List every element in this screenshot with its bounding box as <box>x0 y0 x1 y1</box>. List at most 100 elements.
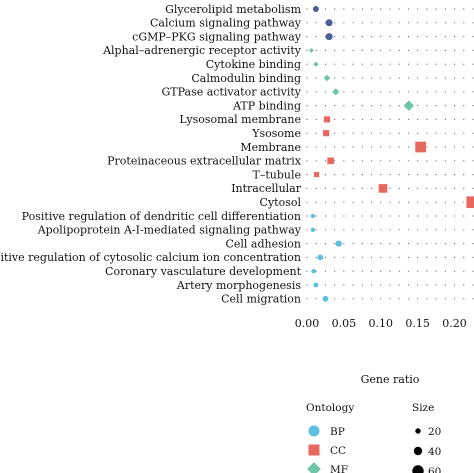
data-point-cc <box>378 184 388 193</box>
grid-dot <box>361 146 363 148</box>
grid-dot <box>407 63 410 65</box>
grid-dot <box>352 187 354 189</box>
grid-dot <box>453 174 456 176</box>
grid-dot <box>435 243 437 245</box>
grid-dot <box>435 36 437 38</box>
grid-dot <box>398 22 400 24</box>
grid-dot <box>389 284 391 286</box>
data-point-bp <box>311 268 316 274</box>
grid-dot <box>389 77 391 79</box>
grid-dot <box>334 146 336 148</box>
grid-dot <box>444 77 446 79</box>
grid-dot <box>324 160 327 162</box>
grid-dot <box>352 298 354 300</box>
grid-dot <box>398 36 400 38</box>
grid-dot <box>315 91 317 93</box>
grid-dot <box>463 298 465 300</box>
grid-dot <box>315 160 317 162</box>
grid-dot <box>306 91 308 93</box>
grid-dot <box>315 49 317 52</box>
grid-dot <box>426 215 428 217</box>
grid-dot <box>343 174 345 176</box>
grid-dot <box>444 284 446 286</box>
grid-dot <box>463 284 465 286</box>
grid-dot <box>370 77 373 79</box>
grid-dot <box>435 298 437 300</box>
grid-dot <box>463 187 465 189</box>
grid-dot <box>370 8 373 10</box>
grid-dot <box>343 8 345 10</box>
grid-dot <box>463 256 465 258</box>
grid-dot <box>380 270 382 272</box>
grid-dot <box>472 63 474 65</box>
grid-dot <box>435 132 437 134</box>
grid-dot <box>389 229 391 231</box>
grid-dot <box>463 174 465 176</box>
size-legend: Size 20 40 60 <box>412 402 441 473</box>
term-label: Glycerolipid metabolism <box>165 3 301 16</box>
grid-dot <box>435 91 437 93</box>
grid-dot <box>361 22 363 24</box>
term-label: Cell migration <box>221 293 301 306</box>
grid-dot <box>453 146 456 148</box>
grid-dot <box>417 160 419 162</box>
grid-dot <box>426 201 428 203</box>
grid-dot <box>444 187 446 189</box>
grid-dot <box>370 187 373 189</box>
grid-dot <box>444 270 446 272</box>
grid-dot <box>407 49 410 52</box>
grid-dot <box>343 160 345 162</box>
grid-dot <box>334 160 336 162</box>
grid-dot <box>389 201 391 203</box>
x-tick-label: 0.15 <box>405 317 430 330</box>
grid-dot <box>306 243 308 245</box>
grid-dot <box>324 284 327 286</box>
grid-dot <box>407 174 410 176</box>
grid-dot <box>361 132 363 134</box>
term-label: Proteinaceous extracellular matrix <box>107 155 302 168</box>
grid-dot <box>417 132 419 134</box>
data-point-bp <box>317 254 324 261</box>
grid-dot <box>370 63 373 65</box>
grid-dot <box>407 215 410 217</box>
grid-dot <box>426 146 428 148</box>
grid-dot <box>306 174 308 176</box>
data-point-mf <box>309 47 314 53</box>
grid-dot <box>426 187 428 189</box>
grid-dot <box>435 215 437 217</box>
grid-dot <box>463 201 465 203</box>
grid-dot <box>444 8 446 10</box>
grid-dot <box>389 22 391 24</box>
grid-dot <box>352 118 354 120</box>
term-label: T–tubule <box>253 168 302 181</box>
grid-dot <box>453 77 456 79</box>
legend-key-bp <box>308 425 320 437</box>
grid-dot <box>472 118 474 120</box>
grid-dot <box>398 174 400 176</box>
grid-dot <box>334 8 336 10</box>
grid-dot <box>352 77 354 79</box>
grid-dot <box>463 132 465 134</box>
grid-dot <box>417 298 419 300</box>
grid-dot <box>334 256 336 258</box>
grid-dot <box>370 256 373 258</box>
grid-dot <box>463 160 465 162</box>
size-legend-dot <box>415 428 421 434</box>
grid-dot <box>370 284 373 286</box>
grid-dot <box>463 36 465 38</box>
grid-dot <box>453 63 456 65</box>
grid-dot <box>361 8 363 10</box>
grid-dot <box>315 146 317 148</box>
grid-dot <box>398 187 400 189</box>
grid-dot <box>472 187 474 189</box>
grid-dot <box>426 8 428 10</box>
grid-dot <box>306 8 308 10</box>
grid-dot <box>352 256 354 258</box>
grid-dot <box>361 91 363 93</box>
term-label: Calmodulin binding <box>191 72 301 85</box>
grid-dot <box>426 229 428 231</box>
grid-dot <box>361 270 363 272</box>
term-label: Ysosome <box>251 127 301 140</box>
grid-dot <box>306 146 308 148</box>
grid-dot <box>334 270 336 272</box>
